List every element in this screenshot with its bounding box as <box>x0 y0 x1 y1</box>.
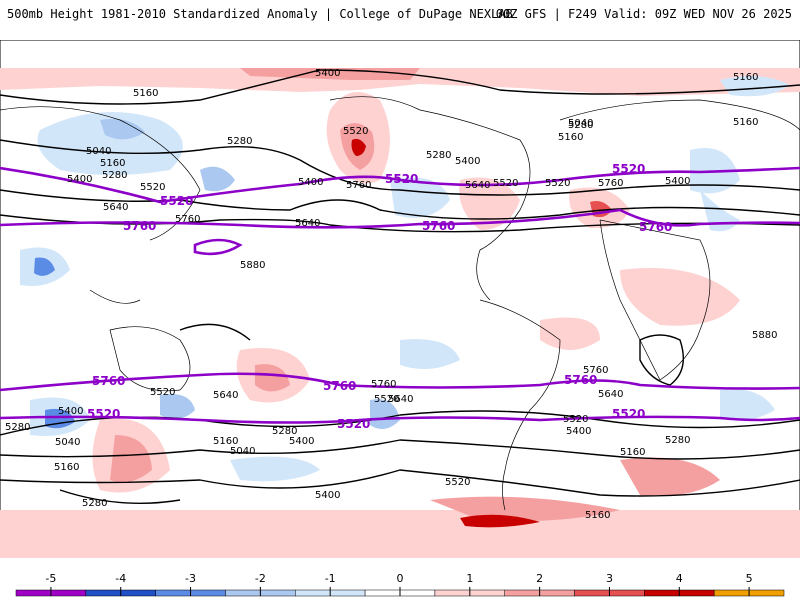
legend-tick-label: 2 <box>536 572 543 585</box>
legend-tick-label: -1 <box>325 572 336 585</box>
contour-label: 5160 <box>585 510 610 521</box>
map-title: 500mb Height 1981-2010 Standardized Anom… <box>7 7 513 21</box>
contour-label: 5520 <box>374 394 399 405</box>
color-scale-legend: -5 -4 -3 -2 -1 0 1 2 3 4 5 <box>0 566 800 600</box>
contour-label: 5160 <box>558 132 583 143</box>
contour-label: 5760 <box>598 178 623 189</box>
contour-label: 5520 <box>563 414 588 425</box>
contour-label: 5280 <box>102 170 127 181</box>
contour-label: 5640 <box>103 202 128 213</box>
contour-label: 5760 <box>371 379 396 390</box>
contour-label: 5400 <box>58 406 83 417</box>
legend-tick-label: 3 <box>606 572 613 585</box>
anomaly-map: 5400 5160 5160 5040 5160 5280 5400 5520 … <box>0 39 800 559</box>
contour-label: 5760 <box>175 214 200 225</box>
legend-tick-label: 4 <box>676 572 683 585</box>
negative-anomaly-shading <box>20 76 790 482</box>
contour-label: 5880 <box>240 260 265 271</box>
contour-label: 5160 <box>54 462 79 473</box>
contour-label: 5160 <box>733 117 758 128</box>
contour-label: 5640 <box>465 180 490 191</box>
contour-label: 5520 <box>493 178 518 189</box>
contour-label: 5520 <box>343 126 368 137</box>
coastlines <box>0 96 800 511</box>
contour-label: 5160 <box>733 72 758 83</box>
legend-tick-label: -5 <box>45 572 56 585</box>
map-panel: 5400 5160 5160 5040 5160 5280 5400 5520 … <box>0 39 800 559</box>
contour-label: 5400 <box>67 174 92 185</box>
black-contour-label-group: 5400 5160 5160 5040 5160 5280 5400 5520 … <box>5 68 777 521</box>
contour-label: 5280 <box>568 120 593 131</box>
contour-label: 5400 <box>455 156 480 167</box>
legend-bar: -5 -4 -3 -2 -1 0 1 2 3 4 5 <box>15 572 785 597</box>
contour-label: 5160 <box>213 436 238 447</box>
contour-label: 5280 <box>227 136 252 147</box>
legend-tick-label: 5 <box>746 572 753 585</box>
contour-label: 5040 <box>568 118 593 129</box>
reference-label: 5760 <box>323 379 356 393</box>
legend-tick-label: -3 <box>185 572 196 585</box>
contour-label: 5520 <box>150 387 175 398</box>
contour-label: 5400 <box>289 436 314 447</box>
contour-label: 5280 <box>82 498 107 509</box>
contour-label: 5040 <box>230 446 255 457</box>
contour-label: 5400 <box>566 426 591 437</box>
legend-tick-label: -4 <box>115 572 126 585</box>
contour-label: 5160 <box>100 158 125 169</box>
purple-contour-label-group: 5520 5760 5520 5760 5520 5760 5760 5520 … <box>87 162 672 431</box>
contour-label: 5160 <box>620 447 645 458</box>
reference-label: 5520 <box>612 162 645 176</box>
contour-label: 5640 <box>598 389 623 400</box>
contour-label: 5760 <box>583 365 608 376</box>
reference-label: 5760 <box>422 219 455 233</box>
legend-tick-label: 1 <box>466 572 473 585</box>
legend-tick-label: 0 <box>397 572 404 585</box>
reference-label: 5520 <box>385 172 418 186</box>
reference-label: 5760 <box>123 219 156 233</box>
contour-label: 5880 <box>752 330 777 341</box>
contour-label: 5160 <box>133 88 158 99</box>
contour-label: 5400 <box>315 490 340 501</box>
contour-label: 5280 <box>272 426 297 437</box>
legend-tick-label: -2 <box>255 572 266 585</box>
contour-label: 5760 <box>346 180 371 191</box>
contour-label: 5640 <box>295 218 320 229</box>
contour-label: 5280 <box>5 422 30 433</box>
contour-label: 5280 <box>426 150 451 161</box>
contour-label: 5520 <box>445 477 470 488</box>
header: 500mb Height 1981-2010 Standardized Anom… <box>0 0 800 30</box>
contour-label: 5520 <box>140 182 165 193</box>
reference-label: 5760 <box>564 373 597 387</box>
contour-label: 5640 <box>388 394 413 405</box>
reference-label: 5760 <box>92 374 125 388</box>
run-info: 00Z GFS | F249 Valid: 09Z WED NOV 26 202… <box>495 7 792 21</box>
contour-label: 5040 <box>86 146 111 157</box>
reference-label: 5520 <box>337 417 370 431</box>
reference-contours <box>0 166 800 424</box>
contour-label: 5400 <box>315 68 340 79</box>
reference-label: 5760 <box>639 220 672 234</box>
reference-label: 5520 <box>612 407 645 421</box>
contour-label: 5640 <box>213 390 238 401</box>
contour-label: 5400 <box>665 176 690 187</box>
contour-label: 5280 <box>665 435 690 446</box>
contour-label: 5400 <box>298 177 323 188</box>
contour-label: 5040 <box>55 437 80 448</box>
reference-label: 5520 <box>87 407 120 421</box>
contour-label: 5520 <box>545 178 570 189</box>
reference-label: 5520 <box>160 194 193 208</box>
